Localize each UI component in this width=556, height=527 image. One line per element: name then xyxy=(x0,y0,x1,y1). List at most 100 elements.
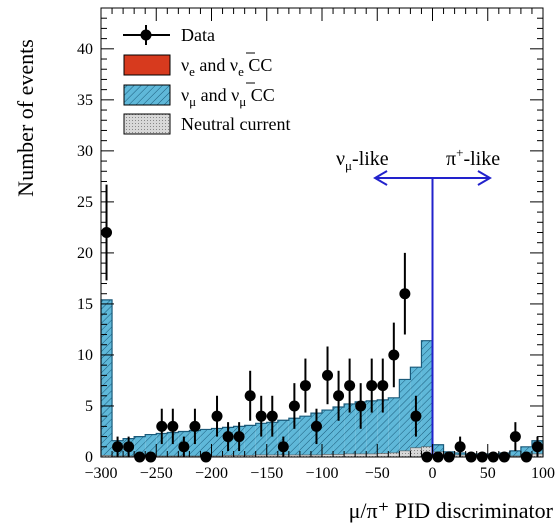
data-marker xyxy=(255,410,267,422)
numu-bar xyxy=(211,428,223,457)
data-marker xyxy=(112,441,124,453)
y-tick-label: 40 xyxy=(77,41,93,58)
legend-nue-label: νe and νe CC xyxy=(181,55,272,79)
data-marker xyxy=(266,410,278,422)
legend-data-label: Data xyxy=(181,25,215,45)
data-point xyxy=(211,395,223,437)
data-point xyxy=(112,436,124,457)
data-marker xyxy=(244,390,256,402)
data-marker xyxy=(366,380,378,392)
y-tick-label: 10 xyxy=(77,347,93,364)
nc-bar xyxy=(399,450,411,458)
numu-bar xyxy=(344,403,356,457)
data-point xyxy=(310,408,322,445)
annotation-pi-like-part: -like xyxy=(463,148,500,170)
legend-entry-nue: νe and νe CC xyxy=(123,52,272,79)
x-tick-label: −100 xyxy=(305,465,338,482)
data-marker xyxy=(222,431,234,443)
data-marker xyxy=(310,420,322,432)
legend-entry-numu: νμ and νμ CC xyxy=(123,82,275,109)
numu-bar xyxy=(244,425,256,457)
data-marker xyxy=(299,380,311,392)
numu-bar xyxy=(377,399,389,457)
data-marker xyxy=(509,431,521,443)
data-marker xyxy=(189,420,201,432)
y-axis-title: Number of events xyxy=(13,39,38,197)
data-point xyxy=(333,370,345,421)
data-point xyxy=(244,370,256,421)
annotations: νμ-like π+-like xyxy=(336,145,500,173)
numu-bar xyxy=(421,340,433,457)
annotation-numu-like-part: ν xyxy=(336,148,345,170)
y-tick-label: 0 xyxy=(85,449,93,466)
data-marker xyxy=(288,400,300,412)
legend: Data νe and νe CC νμ and νμ CC Neutral curr… xyxy=(123,25,290,135)
x-axis-ticks: −300 −250 −200 −150 −100 −50 0 50 100 xyxy=(84,8,555,482)
x-tick-label: −250 xyxy=(140,465,173,482)
data-marker xyxy=(399,288,411,300)
numu-bar xyxy=(388,397,400,457)
annotation-pi-like-part: + xyxy=(456,145,463,160)
data-point xyxy=(388,322,400,388)
y-tick-label: 20 xyxy=(77,245,93,262)
data-marker xyxy=(377,380,389,392)
numu-bar xyxy=(167,432,179,457)
legend-nue-label-part: and xyxy=(195,55,230,75)
data-point xyxy=(410,395,422,437)
data-point xyxy=(299,358,311,413)
legend-nue-swatch xyxy=(123,54,171,76)
numu-bar xyxy=(156,433,168,457)
legend-numu-label-part: μ xyxy=(189,94,196,109)
numu-bar xyxy=(288,418,300,457)
data-point xyxy=(123,436,135,457)
data-marker xyxy=(178,441,190,453)
data-marker xyxy=(333,390,345,402)
data-point xyxy=(288,383,300,429)
legend-numu-swatch xyxy=(123,84,171,106)
legend-nue-label-part: e xyxy=(238,64,244,79)
x-tick-label: 0 xyxy=(429,465,437,482)
legend-numu-label-part: CC xyxy=(246,85,275,105)
nc-bar xyxy=(410,447,422,458)
x-tick-label: 100 xyxy=(531,465,555,482)
x-tick-label: −150 xyxy=(250,465,283,482)
legend-nc-label: Neutral current xyxy=(181,114,290,134)
annotation-numu-like-part: μ xyxy=(345,158,352,173)
y-tick-label: 15 xyxy=(77,296,93,313)
data-marker xyxy=(123,441,135,453)
data-point xyxy=(156,408,168,445)
data-point xyxy=(377,358,389,413)
data-marker xyxy=(277,441,289,453)
numu-bar xyxy=(355,401,367,457)
data-point xyxy=(366,358,378,413)
data-point xyxy=(233,422,245,452)
numu-bar xyxy=(333,406,345,457)
x-tick-label: −50 xyxy=(365,465,390,482)
data-point xyxy=(509,422,521,452)
data-marker xyxy=(233,431,245,443)
left-arrowhead xyxy=(373,170,388,186)
annotation-pi-like: π+-like xyxy=(446,145,500,170)
annotation-numu-like-part: -like xyxy=(352,148,389,170)
data-marker xyxy=(167,420,179,432)
legend-numu-label-part: ν xyxy=(231,85,239,105)
legend-entry-data: Data xyxy=(123,25,215,45)
data-point xyxy=(322,346,334,405)
legend-data-marker xyxy=(140,29,152,41)
data-point xyxy=(344,358,356,413)
data-point xyxy=(178,436,190,457)
data-marker xyxy=(388,349,400,361)
legend-entry-nc: Neutral current xyxy=(123,113,290,135)
right-arrowhead xyxy=(477,170,492,186)
y-tick-label: 25 xyxy=(77,194,93,211)
data-point xyxy=(255,395,267,437)
legend-numu-label-part: μ xyxy=(239,94,246,109)
data-point xyxy=(167,408,179,445)
data-marker xyxy=(355,400,367,412)
nc-bar xyxy=(376,453,389,458)
data-point xyxy=(355,383,367,429)
numu-bar xyxy=(101,299,113,457)
x-tick-label: −300 xyxy=(84,465,117,482)
data-marker xyxy=(211,410,223,422)
